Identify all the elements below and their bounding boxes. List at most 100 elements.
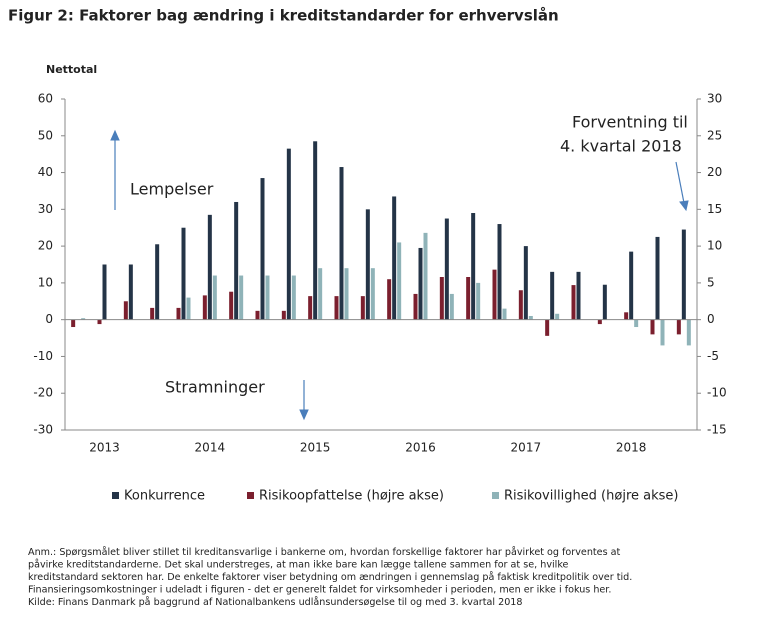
bar xyxy=(392,196,397,320)
arrows xyxy=(110,129,689,421)
bar xyxy=(655,236,660,320)
y2-tick-label: -10 xyxy=(707,386,727,400)
bar xyxy=(497,224,502,320)
y2-tick-label: 5 xyxy=(707,275,715,289)
note: Anm.: Spørgsmålet bliver stillet til kre… xyxy=(28,545,632,608)
bar xyxy=(571,285,576,320)
bar xyxy=(576,271,581,320)
bar xyxy=(444,218,449,320)
bar xyxy=(660,319,665,346)
bar xyxy=(318,268,323,320)
y2-tick-label: 20 xyxy=(707,165,722,179)
bar xyxy=(255,310,260,320)
y-tick-label: -20 xyxy=(33,386,53,400)
note-line: kreditstandard sektoren har. De enkelte … xyxy=(28,570,632,583)
legend-label: Konkurrence xyxy=(124,489,205,504)
bar xyxy=(555,313,560,320)
y2-tick-label: 10 xyxy=(707,239,722,253)
bar xyxy=(313,141,318,320)
y2-tick-label: -15 xyxy=(707,423,727,437)
note-line: Kilde: Finans Danmark på baggrund af Nat… xyxy=(28,595,523,608)
annotation: Forventning til xyxy=(572,113,688,132)
bar xyxy=(523,246,528,320)
bar xyxy=(418,247,423,320)
x-tick-label: 2016 xyxy=(405,441,436,455)
bar xyxy=(686,319,691,346)
legend-label: Risikoopfattelse (højre akse) xyxy=(259,489,444,504)
bar xyxy=(308,296,313,320)
legend-swatch xyxy=(112,492,119,499)
bar xyxy=(681,229,686,320)
bar xyxy=(265,275,270,320)
y-axis-label: Nettotal xyxy=(46,63,97,76)
bar xyxy=(150,307,155,320)
y2-tick-label: 15 xyxy=(707,202,722,216)
bar xyxy=(339,167,344,320)
legend-swatch xyxy=(247,492,254,499)
x-tick-label: 2017 xyxy=(511,441,542,455)
bar xyxy=(397,242,402,320)
bar xyxy=(365,209,370,320)
bar xyxy=(423,232,428,320)
bar xyxy=(239,275,244,320)
bar xyxy=(387,279,392,320)
bar xyxy=(123,301,128,320)
bar xyxy=(466,277,471,320)
bar xyxy=(413,293,418,320)
bar xyxy=(597,319,602,325)
bar xyxy=(492,269,497,320)
annotation: 4. kvartal 2018 xyxy=(560,137,682,156)
bar xyxy=(186,297,191,320)
y2-tick-label: 25 xyxy=(707,128,722,142)
bar xyxy=(81,318,86,320)
annotation: Lempelser xyxy=(130,180,214,199)
y-tick-label: 50 xyxy=(38,128,53,142)
y-tick-label: -10 xyxy=(33,349,53,363)
bar xyxy=(291,275,296,320)
x-tick-label: 2013 xyxy=(89,441,120,455)
bar xyxy=(370,268,375,320)
annotation: Stramninger xyxy=(165,378,265,397)
bar xyxy=(97,319,102,325)
legend: Konkurrence Risikoopfattelse (højre akse)… xyxy=(112,489,678,504)
bar xyxy=(449,293,454,320)
legend-label: Risikovillighed (højre akse) xyxy=(504,489,678,504)
bar xyxy=(260,178,265,320)
note-line: Finansieringsomkostninger i udeladt i fi… xyxy=(28,585,611,596)
bar xyxy=(624,312,629,320)
y-tick-label: 0 xyxy=(45,312,53,326)
y-tick-label: 60 xyxy=(38,92,53,106)
bar xyxy=(650,319,655,335)
bar xyxy=(71,319,76,328)
note-line: påvirke kreditstandarderne. Det skal und… xyxy=(28,558,569,571)
chart-title: Figur 2: Faktorer bag ændring i kreditst… xyxy=(8,7,559,25)
bar xyxy=(439,277,444,320)
bar xyxy=(676,319,681,335)
y-tick-label: -30 xyxy=(33,423,53,437)
bar xyxy=(128,264,133,320)
bar xyxy=(334,296,339,320)
x-tick-label: 2015 xyxy=(300,441,331,455)
bar xyxy=(207,214,212,320)
bar xyxy=(181,227,186,320)
bar xyxy=(502,308,507,320)
note-line: Anm.: Spørgsmålet bliver stillet til kre… xyxy=(28,545,620,558)
bar xyxy=(634,319,639,328)
y-tick-label: 40 xyxy=(38,165,53,179)
bar xyxy=(286,148,291,320)
bar xyxy=(102,264,107,320)
bar xyxy=(602,284,607,320)
bar xyxy=(202,295,207,320)
y2-tick-label: -5 xyxy=(707,349,719,363)
bar xyxy=(545,319,550,336)
y-tick-label: 30 xyxy=(38,202,53,216)
x-tick-label: 2014 xyxy=(195,441,226,455)
bar xyxy=(234,201,239,320)
bar xyxy=(360,296,365,320)
y2-tick-label: 0 xyxy=(707,312,715,326)
bar xyxy=(155,244,160,320)
bar xyxy=(528,315,533,320)
y2-tick-label: 30 xyxy=(707,92,722,106)
bar xyxy=(281,310,286,320)
bar xyxy=(176,307,181,320)
